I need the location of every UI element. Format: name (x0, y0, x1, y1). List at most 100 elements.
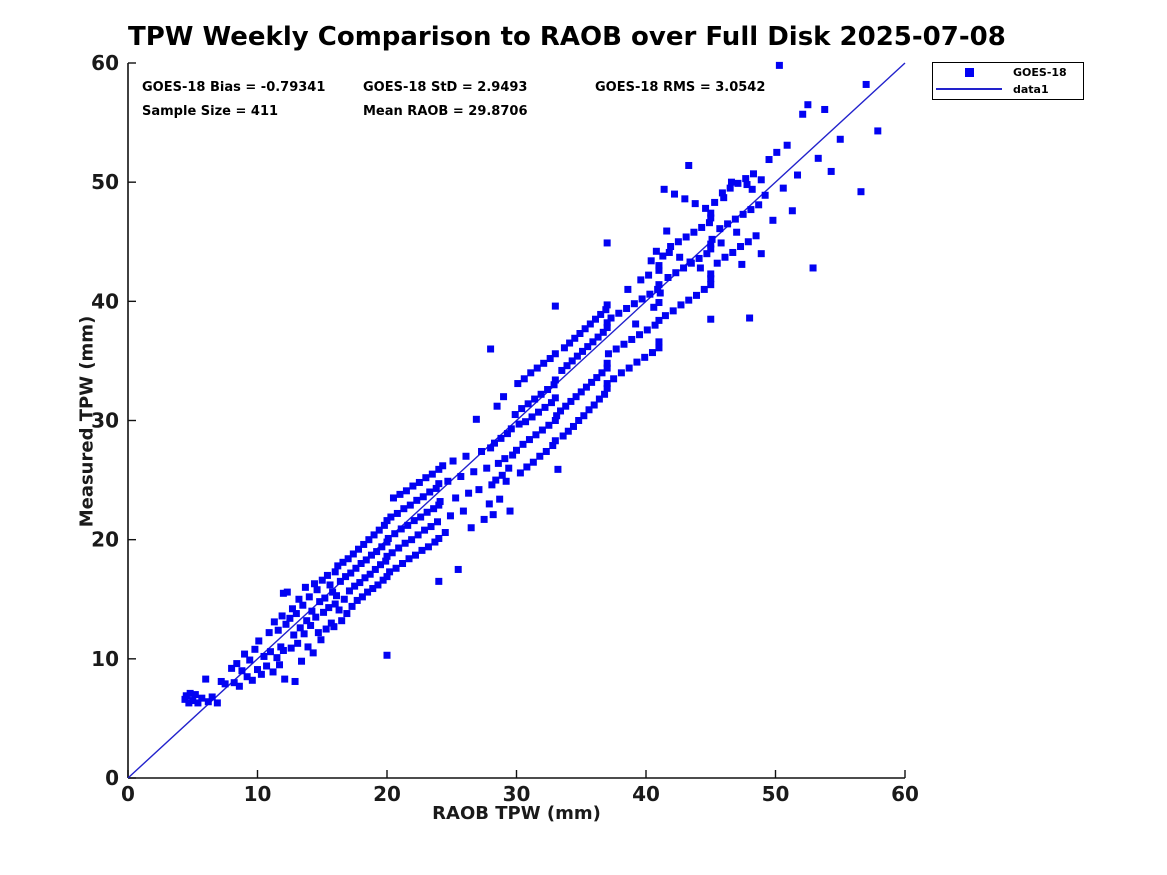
scatter-point (821, 105, 829, 113)
scatter-point (358, 593, 366, 601)
scatter-point (374, 581, 382, 589)
scatter-point (576, 330, 584, 338)
scatter-point (186, 689, 194, 697)
scatter-point (217, 677, 225, 685)
scatter-point (558, 366, 566, 374)
scatter-point (276, 661, 284, 669)
scatter-point (279, 589, 287, 597)
scatter-point (325, 604, 333, 612)
scatter-point (424, 543, 432, 551)
scatter-point (202, 675, 210, 683)
scatter-point (551, 437, 559, 445)
scatter-point (651, 321, 659, 329)
scatter-point (435, 465, 443, 473)
scatter-point (525, 436, 533, 444)
scatter-point (747, 206, 755, 214)
scatter-point (281, 675, 289, 683)
scatter-point (330, 623, 338, 631)
scatter-point (370, 531, 378, 539)
scatter-point (260, 652, 268, 660)
scatter-point (655, 281, 663, 289)
scatter-point (598, 369, 606, 377)
legend-label-data1: data1 (1013, 82, 1049, 96)
scatter-point (323, 571, 331, 579)
scatter-point (646, 290, 654, 298)
scatter-point (498, 471, 506, 479)
scatter-point (573, 352, 581, 360)
scatter-point (213, 699, 221, 707)
scatter-point (353, 596, 361, 604)
scatter-point (235, 682, 243, 690)
scatter-point (757, 176, 765, 184)
scatter-point (404, 521, 412, 529)
scatter-point (257, 670, 265, 678)
scatter-point (393, 509, 401, 517)
scatter-point (577, 388, 585, 396)
stat-sample-size: Sample Size = 411 (142, 104, 279, 119)
scatter-point (604, 350, 612, 358)
scatter-point (238, 667, 246, 675)
scatter-point (335, 606, 343, 614)
scatter-point (408, 536, 416, 544)
scatter-point (677, 301, 685, 309)
scatter-point (655, 338, 663, 346)
scatter-point (367, 551, 375, 559)
scatter-point (432, 484, 440, 492)
scatter-point (320, 608, 328, 616)
scatter-point (603, 324, 611, 332)
scatter-point (623, 304, 631, 312)
scatter-point (494, 459, 502, 467)
scatter-point (584, 343, 592, 351)
scatter-point (582, 383, 590, 391)
scatter-point (513, 446, 520, 454)
scatter-point (334, 562, 342, 570)
scatter-point (299, 601, 307, 609)
scatter-point (648, 349, 656, 357)
scatter-point (707, 240, 715, 248)
scatter-point (862, 80, 870, 88)
scatter-point (645, 271, 653, 279)
scatter-point (417, 513, 425, 521)
scatter-point (288, 605, 296, 613)
scatter-point (562, 402, 570, 410)
scatter-point (655, 262, 663, 270)
scatter-point (286, 614, 294, 622)
scatter-point (707, 281, 715, 289)
scatter-point (496, 495, 504, 503)
scatter-point (423, 508, 431, 516)
scatter-point (804, 101, 812, 109)
scatter-point (727, 178, 735, 186)
scatter-point (301, 583, 309, 591)
scatter-point (654, 285, 662, 293)
scatter-point (343, 610, 351, 618)
scatter-point (191, 691, 199, 699)
scatter-point (533, 364, 541, 372)
scatter-point (332, 592, 340, 600)
scatter-point (435, 480, 443, 488)
scatter-point (749, 170, 757, 178)
scatter-point (553, 412, 561, 420)
legend-square-marker-icon (933, 68, 1005, 78)
scatter-point (656, 289, 664, 297)
x-tick-label: 50 (762, 782, 790, 806)
scatter-point (591, 315, 599, 323)
scatter-point (415, 478, 423, 486)
scatter-point (355, 545, 363, 553)
scatter-point (554, 465, 562, 473)
scatter-point (406, 501, 414, 509)
scatter-point (308, 607, 316, 615)
scatter-point (338, 617, 346, 625)
scatter-point (551, 376, 559, 384)
scatter-point (487, 345, 495, 353)
scatter-point (342, 573, 350, 581)
scatter-point (775, 61, 783, 69)
scatter-point (291, 677, 299, 685)
scatter-point (580, 412, 588, 420)
scatter-point (660, 185, 668, 193)
scatter-point (478, 447, 486, 455)
scatter-point (243, 673, 251, 681)
scatter-point (307, 621, 315, 629)
scatter-point (435, 577, 443, 585)
scatter-point (546, 355, 554, 363)
scatter-point (444, 477, 452, 485)
